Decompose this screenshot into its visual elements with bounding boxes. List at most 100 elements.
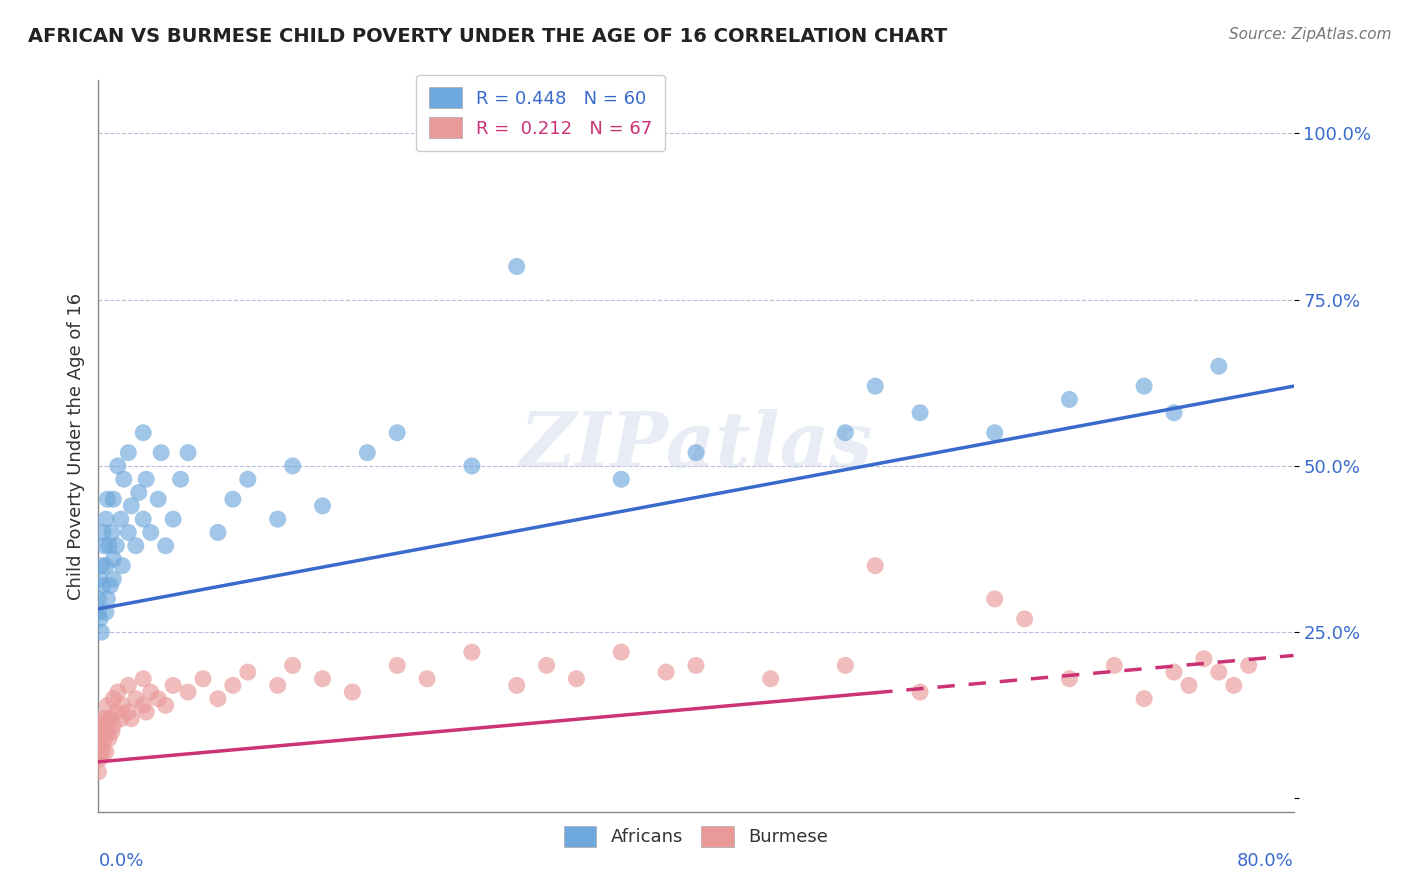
Point <box>1178 678 1201 692</box>
Point <box>1163 665 1185 679</box>
Point <box>97 731 120 746</box>
Point <box>984 591 1007 606</box>
Point <box>96 591 118 606</box>
Point <box>94 512 117 526</box>
Point <box>105 539 128 553</box>
Point <box>1133 379 1156 393</box>
Point <box>91 745 114 759</box>
Point <box>132 425 155 440</box>
Point <box>342 685 364 699</box>
Point <box>1059 392 1081 407</box>
Point <box>135 705 157 719</box>
Point <box>207 691 229 706</box>
Point <box>90 712 112 726</box>
Point <box>281 458 304 473</box>
Text: 0.0%: 0.0% <box>98 852 143 870</box>
Point <box>1059 672 1081 686</box>
Point <box>94 605 117 619</box>
Point <box>162 678 184 692</box>
Point <box>89 612 111 626</box>
Text: AFRICAN VS BURMESE CHILD POVERTY UNDER THE AGE OF 16 CORRELATION CHART: AFRICAN VS BURMESE CHILD POVERTY UNDER T… <box>28 27 948 45</box>
Point <box>506 260 529 274</box>
Point <box>865 379 887 393</box>
Point <box>1192 652 1215 666</box>
Point <box>87 764 110 779</box>
Point <box>385 658 409 673</box>
Point <box>94 745 117 759</box>
Point <box>908 406 931 420</box>
Point <box>908 685 931 699</box>
Point <box>96 492 118 507</box>
Text: 80.0%: 80.0% <box>1237 852 1294 870</box>
Point <box>461 645 484 659</box>
Point <box>94 558 117 573</box>
Point <box>110 712 132 726</box>
Point <box>1133 691 1156 706</box>
Point <box>1104 658 1126 673</box>
Point <box>685 445 707 459</box>
Point <box>169 472 191 486</box>
Point <box>155 698 177 713</box>
Point <box>565 672 588 686</box>
Point <box>461 458 484 473</box>
Point <box>87 745 110 759</box>
Text: Source: ZipAtlas.com: Source: ZipAtlas.com <box>1229 27 1392 42</box>
Point <box>117 678 139 692</box>
Point <box>610 472 633 486</box>
Point <box>90 625 112 640</box>
Point <box>90 558 112 573</box>
Point <box>155 539 177 553</box>
Point <box>311 672 333 686</box>
Point <box>87 605 110 619</box>
Point <box>267 678 290 692</box>
Point <box>105 705 128 719</box>
Point <box>311 499 333 513</box>
Point <box>93 731 115 746</box>
Point <box>91 579 114 593</box>
Y-axis label: Child Poverty Under the Age of 16: Child Poverty Under the Age of 16 <box>66 293 84 599</box>
Point <box>1163 406 1185 420</box>
Point <box>148 492 170 507</box>
Point <box>222 492 245 507</box>
Point <box>101 725 124 739</box>
Point <box>148 691 170 706</box>
Point <box>120 712 142 726</box>
Point <box>90 738 112 752</box>
Point <box>135 472 157 486</box>
Legend: Africans, Burmese: Africans, Burmese <box>557 819 835 854</box>
Point <box>96 725 118 739</box>
Point <box>128 485 150 500</box>
Point <box>984 425 1007 440</box>
Point <box>117 705 139 719</box>
Point <box>96 698 118 713</box>
Point <box>111 558 134 573</box>
Point <box>98 712 122 726</box>
Point <box>207 525 229 540</box>
Point <box>281 658 304 673</box>
Point <box>91 525 114 540</box>
Point <box>177 685 200 699</box>
Point <box>132 672 155 686</box>
Point <box>89 572 111 586</box>
Point <box>103 718 125 732</box>
Point <box>162 512 184 526</box>
Text: ZIPatlas: ZIPatlas <box>519 409 873 483</box>
Point <box>94 712 117 726</box>
Point <box>655 665 678 679</box>
Point <box>177 445 200 459</box>
Point <box>132 512 155 526</box>
Point <box>103 691 125 706</box>
Point <box>267 512 290 526</box>
Point <box>103 492 125 507</box>
Point <box>506 678 529 692</box>
Point <box>112 472 135 486</box>
Point <box>1014 612 1036 626</box>
Point <box>89 751 111 765</box>
Point <box>97 539 120 553</box>
Point <box>1208 665 1230 679</box>
Point <box>125 539 148 553</box>
Point <box>1223 678 1246 692</box>
Point <box>103 572 125 586</box>
Point <box>125 691 148 706</box>
Point <box>89 725 111 739</box>
